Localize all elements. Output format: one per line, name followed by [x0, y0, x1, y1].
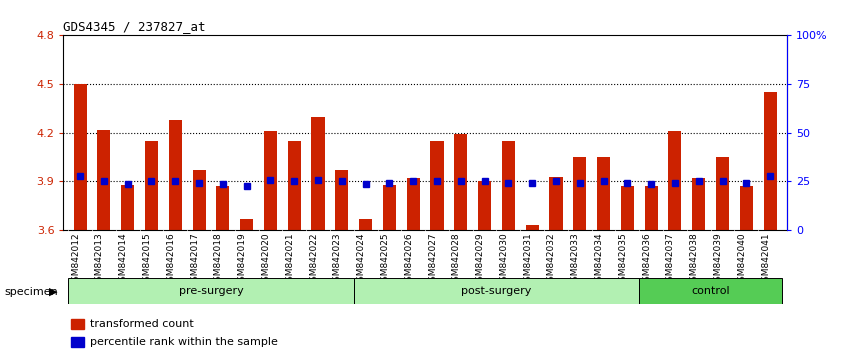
Bar: [193, 170, 206, 230]
Text: GSM842018: GSM842018: [214, 233, 222, 287]
Text: GSM842037: GSM842037: [666, 233, 675, 287]
Text: GSM842036: GSM842036: [642, 233, 651, 287]
Bar: [121, 185, 135, 230]
Bar: [668, 131, 682, 230]
Text: GDS4345 / 237827_at: GDS4345 / 237827_at: [63, 20, 206, 33]
Text: percentile rank within the sample: percentile rank within the sample: [91, 337, 278, 347]
Text: GSM842019: GSM842019: [238, 233, 247, 287]
Text: GSM842030: GSM842030: [499, 233, 508, 287]
Bar: [739, 186, 753, 230]
Bar: [69, 278, 354, 304]
Bar: [74, 84, 86, 230]
Bar: [640, 278, 782, 304]
Text: pre-surgery: pre-surgery: [179, 286, 244, 296]
Text: GSM842039: GSM842039: [713, 233, 722, 287]
Text: GSM842028: GSM842028: [452, 233, 461, 287]
Bar: [97, 130, 111, 230]
Bar: [71, 319, 84, 329]
Text: GSM842013: GSM842013: [95, 233, 104, 287]
Text: GSM842015: GSM842015: [142, 233, 151, 287]
Bar: [692, 178, 706, 230]
Text: GSM842038: GSM842038: [689, 233, 699, 287]
Text: GSM842032: GSM842032: [547, 233, 556, 287]
Text: GSM842035: GSM842035: [618, 233, 628, 287]
Text: GSM842014: GSM842014: [118, 233, 128, 287]
Text: GSM842027: GSM842027: [428, 233, 437, 287]
Bar: [478, 182, 492, 230]
Bar: [764, 92, 777, 230]
Bar: [354, 278, 640, 304]
Bar: [574, 157, 586, 230]
Text: GSM842022: GSM842022: [309, 233, 318, 287]
Text: GSM842033: GSM842033: [571, 233, 580, 287]
Text: GSM842034: GSM842034: [595, 233, 603, 287]
Text: GSM842017: GSM842017: [190, 233, 199, 287]
Text: GSM842020: GSM842020: [261, 233, 271, 287]
Bar: [431, 141, 443, 230]
Text: post-surgery: post-surgery: [461, 286, 531, 296]
Bar: [383, 185, 396, 230]
Bar: [716, 157, 729, 230]
Bar: [549, 177, 563, 230]
Bar: [145, 141, 158, 230]
Text: control: control: [691, 286, 730, 296]
Bar: [525, 225, 539, 230]
Text: GSM842016: GSM842016: [167, 233, 175, 287]
Text: GSM842026: GSM842026: [404, 233, 413, 287]
Text: specimen: specimen: [4, 287, 58, 297]
Text: GSM842021: GSM842021: [285, 233, 294, 287]
Bar: [264, 131, 277, 230]
Text: GSM842041: GSM842041: [761, 233, 770, 287]
Text: GSM842031: GSM842031: [523, 233, 532, 287]
Text: GSM842012: GSM842012: [71, 233, 80, 287]
Bar: [311, 116, 325, 230]
Bar: [335, 170, 349, 230]
Bar: [407, 178, 420, 230]
Text: GSM842023: GSM842023: [332, 233, 342, 287]
Text: GSM842024: GSM842024: [357, 233, 365, 287]
Bar: [240, 219, 253, 230]
Bar: [502, 141, 515, 230]
Bar: [71, 337, 84, 347]
Text: GSM842025: GSM842025: [381, 233, 389, 287]
Bar: [359, 219, 372, 230]
Text: transformed count: transformed count: [91, 319, 194, 329]
Bar: [597, 157, 610, 230]
Bar: [288, 141, 301, 230]
Text: ▶: ▶: [49, 287, 58, 297]
Text: GSM842040: GSM842040: [738, 233, 746, 287]
Bar: [645, 186, 657, 230]
Bar: [454, 135, 467, 230]
Text: GSM842029: GSM842029: [475, 233, 485, 287]
Bar: [168, 120, 182, 230]
Bar: [217, 186, 229, 230]
Bar: [621, 186, 634, 230]
